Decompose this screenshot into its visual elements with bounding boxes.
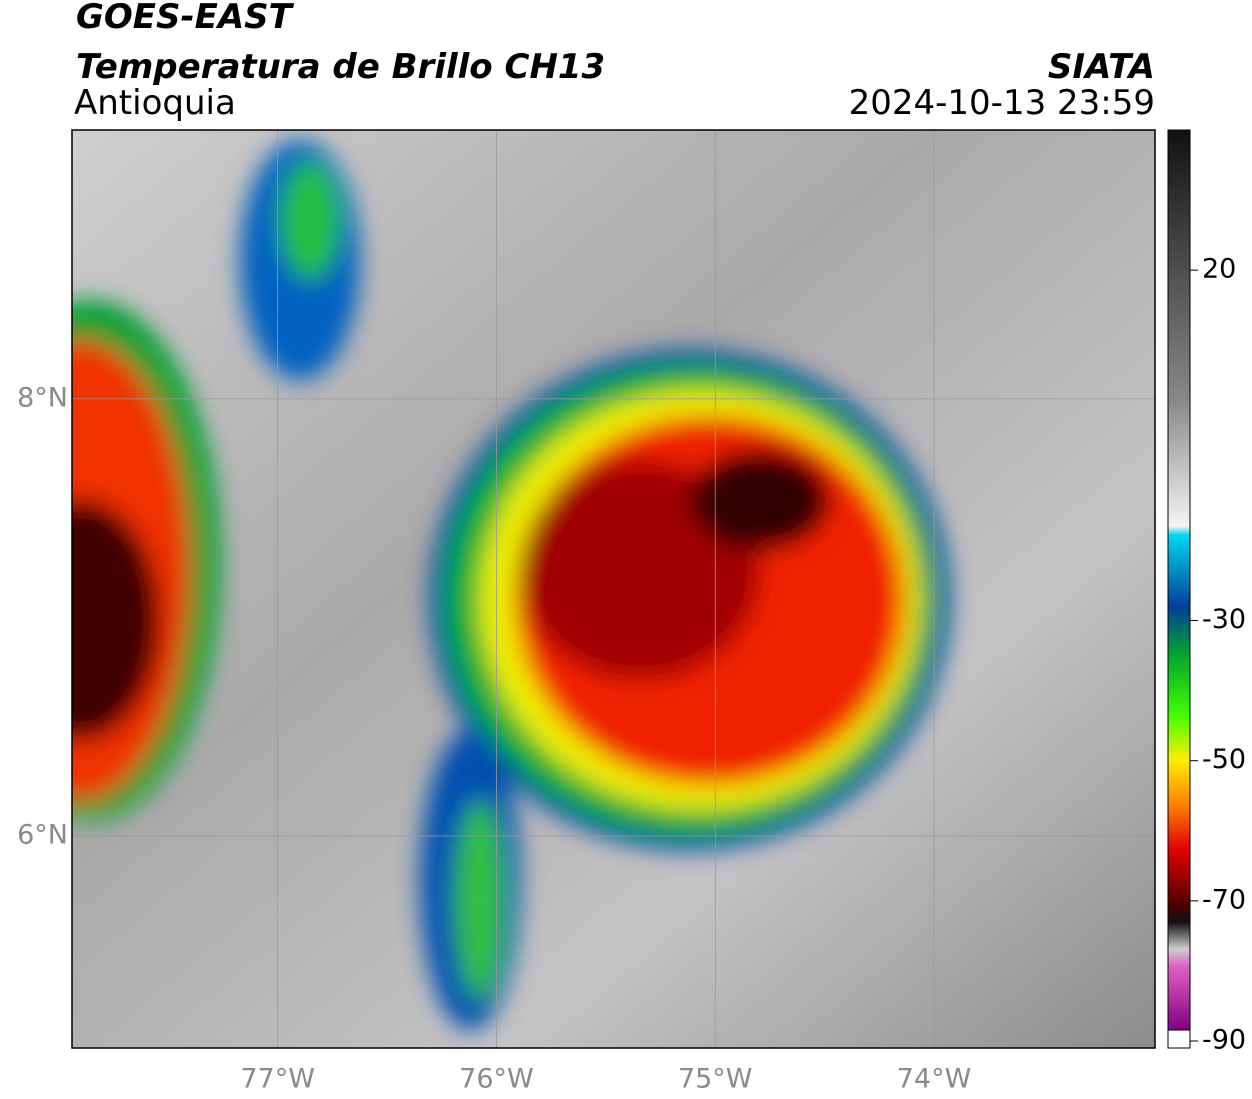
imagery [72, 130, 1155, 1048]
subtitle: Temperatura de Brillo CH13 [76, 47, 605, 87]
map-frame [71, 129, 1156, 1049]
x-tick-label: 74°W [897, 1064, 972, 1095]
y-tick-label: 8°N [17, 382, 68, 413]
source: SIATA [1048, 47, 1155, 87]
y-tick-label: 6°N [17, 819, 68, 850]
colorbar-extension [1167, 1029, 1191, 1049]
colorbar-tick-label: -30 [1202, 604, 1246, 635]
x-tick-label: 77°W [240, 1064, 315, 1095]
x-tick-label: 75°W [678, 1064, 753, 1095]
colorbar-tick-label: -50 [1202, 744, 1246, 775]
region: Antioquia [74, 83, 236, 123]
x-tick-label: 76°W [459, 1064, 534, 1095]
title: GOES-EAST [76, 0, 295, 37]
colorbar-tick-label: -70 [1202, 884, 1246, 915]
colorbar-tick-label: 20 [1202, 254, 1236, 285]
colorbar [1168, 130, 1190, 1030]
datetime: 2024-10-13 23:59 [849, 83, 1155, 123]
colorbar-tick-label: -90 [1202, 1024, 1246, 1055]
colorbar-frame [1167, 129, 1191, 1049]
